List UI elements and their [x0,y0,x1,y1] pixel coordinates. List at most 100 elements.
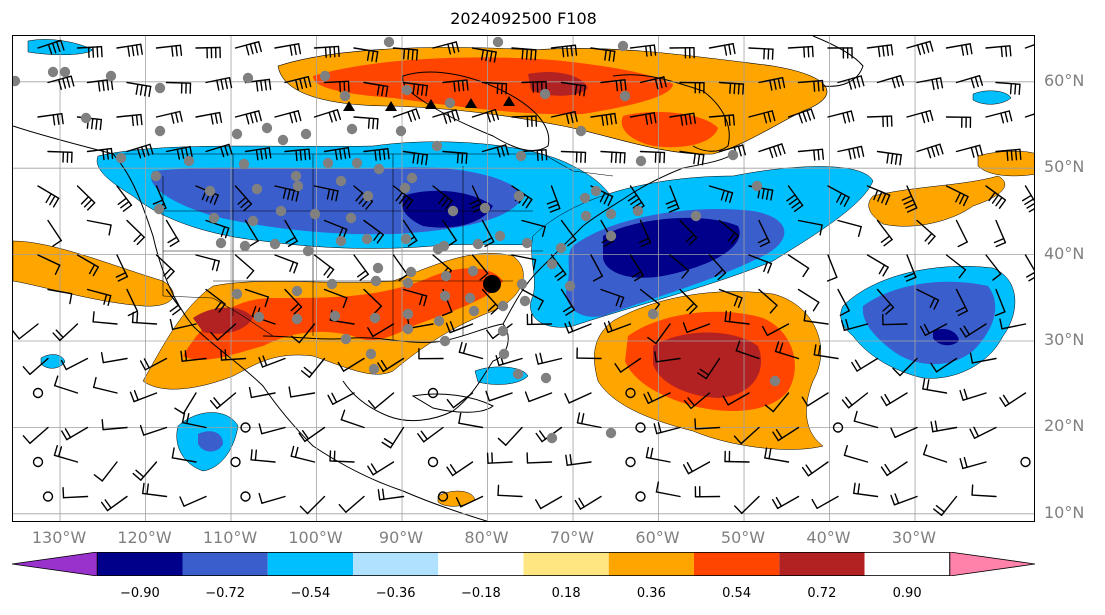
wind-barb [76,45,103,59]
wind-barb [367,392,395,410]
wind-barb [761,323,790,337]
wind-barb [205,219,230,239]
wind-barb [60,357,89,371]
wind-barb [945,254,967,279]
wind-barb [481,144,510,158]
longitude-label: 120°W [117,528,172,547]
front-marker [343,101,355,111]
wind-barb [629,112,657,125]
wind-barb [274,185,300,202]
wind-barb [205,77,233,91]
negative-anomaly-gulf-of-ca-mid [198,431,223,452]
wind-barb [959,323,987,338]
station-marker [432,243,444,255]
wind-barb [955,144,983,158]
latitude-label: 60°N [1044,70,1085,90]
wind-barb [155,44,183,57]
wind-barb [381,426,405,449]
wind-barb [669,112,696,126]
station-marker [400,233,412,245]
station-marker [439,290,451,302]
wind-barb [995,148,1022,162]
colorbar-segment [608,552,694,576]
station-marker [373,163,385,175]
wind-barb [298,426,326,443]
station-marker [292,180,304,192]
wind-barb [323,80,350,93]
wind-barb [550,44,578,58]
wind-barb [290,445,316,463]
station-marker [231,128,243,140]
wind-barb [258,423,286,435]
wind-barb [574,495,602,510]
wind-barb [337,357,365,372]
colorbar-segment [182,552,268,576]
wind-barb [432,109,460,124]
map-panel[interactable] [12,35,1035,522]
wind-barb [377,357,405,373]
wind-barb [313,254,335,279]
colorbar-tick-label: 0.90 [892,586,922,601]
wind-barb [851,357,879,372]
wind-barb [92,376,118,394]
wind-barb [116,43,143,57]
station-marker [319,70,331,82]
wind-barb [655,481,681,498]
wind-barb [37,113,64,126]
wind-barb [564,392,592,404]
wind-barb [37,254,61,275]
station-marker [497,300,509,312]
anomaly-fill-layer [13,39,1034,507]
front-marker [385,101,397,111]
wind-barb [993,219,1007,248]
calm-wind-circle [635,422,646,433]
station-marker [239,240,251,252]
wind-barb [758,143,786,159]
wind-barb [880,392,908,407]
wind-barb [323,146,351,161]
wind-barb [603,320,632,334]
negative-anomaly-great-lakes [401,190,493,228]
wind-barb [47,150,73,164]
wind-barb [471,109,500,123]
wind-barb [590,112,617,126]
wind-barb [647,323,671,345]
colorbar-tick-label: −0.54 [290,586,331,601]
wind-barb [521,149,548,162]
wind-barb [827,185,850,207]
wind-barb [471,254,489,281]
colorbar-tick-label: 0.72 [807,586,837,601]
station-marker [335,175,347,187]
wind-barb [682,322,711,333]
wind-barb [180,350,207,362]
wind-barb [930,420,958,433]
wind-barb [458,412,484,429]
positive-anomaly-pacific-west [13,240,174,307]
station-marker [519,295,531,307]
wind-barb [497,426,523,446]
longitude-label: 50°W [720,528,766,547]
station-marker [351,157,363,169]
station-marker [605,427,617,439]
wind-barb [481,288,500,315]
wind-barb [86,219,112,236]
wind-barb [959,388,987,401]
wind-barb [535,495,563,510]
station-marker [362,190,374,202]
station-marker [365,348,377,360]
wind-barb [313,109,342,123]
station-marker-layer [13,36,781,444]
wind-barb [165,81,192,94]
station-marker [277,134,289,146]
latitude-label: 10°N [1044,502,1085,522]
wind-barb [86,288,112,307]
station-marker [498,348,510,360]
station-marker [115,152,127,164]
latitude-label: 40°N [1044,243,1085,263]
station-marker [339,90,351,102]
wind-barb [708,43,736,56]
wind-barb [985,110,1013,124]
wind-barb [826,254,838,282]
wind-barb [234,41,262,56]
political-border-layer [113,153,614,341]
